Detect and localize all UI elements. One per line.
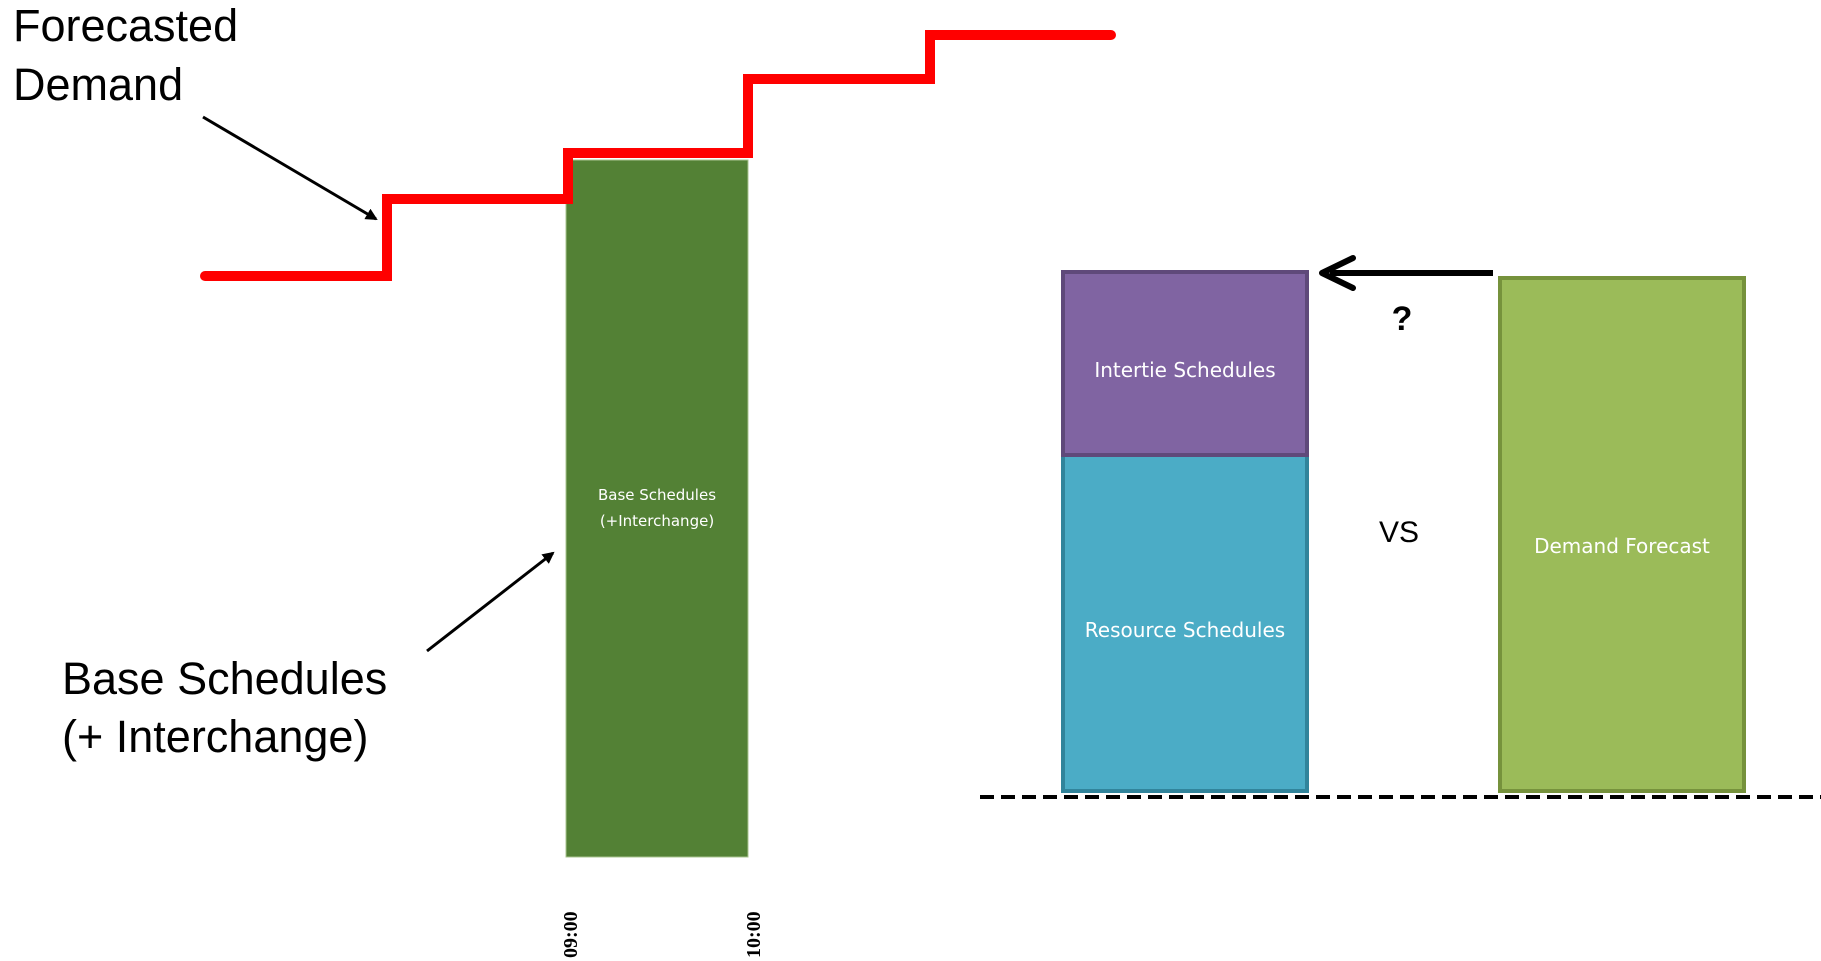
comparison-arrow-head: [1319, 255, 1356, 291]
forecasted-demand-step-line: [200, 30, 1116, 281]
resource-schedules-block: [1061, 453, 1309, 793]
intertie-schedules-label: Intertie Schedules: [1094, 358, 1275, 382]
base-schedules-label-line1: Base Schedules: [62, 653, 387, 704]
right-panel: Resource Schedules Intertie Schedules De…: [980, 255, 1821, 799]
base-schedules-bar: [565, 159, 749, 858]
demand-forecast-block: [1498, 276, 1746, 793]
question-mark-label: ?: [1392, 300, 1413, 338]
base-bar-label-line1: Base Schedules: [598, 486, 716, 504]
intertie-schedules-block: [1061, 270, 1309, 457]
forecast-pointer-arrow: [202, 115, 378, 221]
base-bar-label-line2: (+Interchange): [600, 512, 714, 530]
forecasted-demand-label-line2: Demand: [13, 59, 183, 110]
resource-schedules-label: Resource Schedules: [1085, 618, 1285, 642]
tick-label-0900: 09:00: [560, 911, 582, 958]
base-pointer-arrow: [426, 551, 555, 653]
base-schedules-label-line2: (+ Interchange): [62, 711, 368, 762]
tick-label-1000: 10:00: [743, 911, 765, 958]
left-panel: Base Schedules (+Interchange) Forecasted…: [13, 0, 1116, 958]
forecasted-demand-label-line1: Forecasted: [13, 0, 238, 51]
demand-forecast-label: Demand Forecast: [1534, 534, 1710, 558]
versus-label: VS: [1379, 516, 1419, 549]
